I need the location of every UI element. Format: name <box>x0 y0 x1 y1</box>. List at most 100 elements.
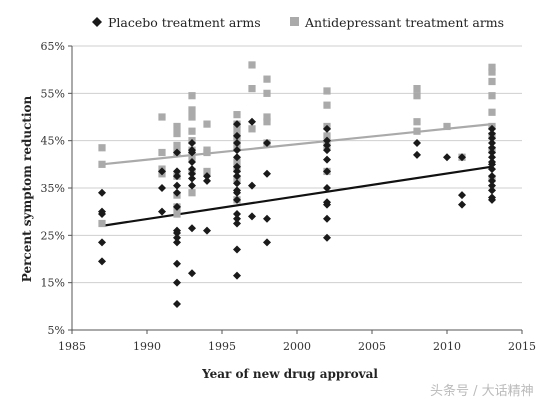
antidepressant-point <box>488 63 496 71</box>
placebo-point <box>188 181 196 190</box>
placebo-point <box>488 143 496 152</box>
antidepressant-point <box>98 144 106 152</box>
placebo-point <box>488 129 496 138</box>
trendlines <box>101 123 493 227</box>
antidepressant-point <box>233 125 241 133</box>
antidepressant-point <box>488 68 496 76</box>
placebo-point <box>188 169 196 178</box>
placebo-point <box>263 238 271 247</box>
placebo-point <box>488 176 496 185</box>
placebo-point <box>188 269 196 278</box>
placebo-point <box>233 210 241 219</box>
placebo-point <box>173 188 181 197</box>
placebo-point <box>188 157 196 166</box>
legend-label-antidepressant: Antidepressant treatment arms <box>304 15 504 30</box>
antidepressant-point <box>173 129 181 138</box>
placebo-point <box>323 136 331 145</box>
antidepressant-point <box>263 118 271 126</box>
antidepressant-point <box>413 92 421 100</box>
antidepressant-point <box>233 111 241 119</box>
placebo-point <box>173 181 181 190</box>
antidepressant-point <box>203 120 211 128</box>
placebo-point <box>158 184 166 192</box>
placebo-point <box>323 146 331 155</box>
legend: Placebo treatment arms Antidepressant tr… <box>92 15 504 30</box>
placebo-point <box>413 139 421 148</box>
antidepressant-point <box>173 141 181 149</box>
placebo-point <box>323 167 331 176</box>
placebo-point <box>233 186 241 195</box>
antidepressant-point <box>413 85 421 93</box>
antidepressant-point <box>188 106 196 114</box>
placebo-point <box>173 148 181 157</box>
placebo-point <box>263 139 271 148</box>
placebo-point <box>233 172 241 181</box>
x-tick-label: 2005 <box>358 340 386 353</box>
antidepressant-point <box>488 92 496 100</box>
placebo-point <box>488 153 496 162</box>
placebo-point <box>203 172 211 181</box>
antidepressant-point <box>323 132 331 140</box>
y-axis-title: Percent symptom reduction <box>20 95 34 282</box>
placebo-point <box>323 124 331 133</box>
placebo-point <box>233 245 241 254</box>
placebo-point <box>458 191 466 200</box>
y-tick-label: 35% <box>41 182 65 195</box>
placebo-point <box>173 167 181 176</box>
placebo-point <box>413 150 421 159</box>
placebo-point <box>173 226 181 235</box>
placebo-point <box>98 207 106 216</box>
antidepressant-point <box>188 127 196 135</box>
placebo-point <box>233 131 241 140</box>
placebo-point <box>233 219 241 228</box>
placebo-point <box>203 176 211 185</box>
placebo-point <box>233 179 241 188</box>
placebo-point <box>488 124 496 133</box>
antidepressant-point <box>248 61 256 69</box>
antidepressant-point <box>98 160 106 168</box>
antidepressant-point <box>173 210 181 218</box>
antidepressant-point <box>263 113 271 121</box>
placebo-point <box>488 165 496 174</box>
antidepressant-point <box>488 77 496 86</box>
placebo-point <box>233 139 241 148</box>
placebo-point <box>203 226 211 235</box>
placebo-point <box>323 184 331 192</box>
placebo-point <box>173 172 181 181</box>
antidepressant-point <box>173 122 181 131</box>
placebo-point <box>488 139 496 148</box>
placebo-point <box>233 162 241 171</box>
placebo-point <box>233 214 241 223</box>
placebo-point <box>173 259 181 268</box>
legend-square-marker <box>290 17 299 26</box>
antidepressant-point <box>263 75 271 83</box>
placebo-point <box>248 212 256 221</box>
antidepressant-point <box>263 89 271 97</box>
placebo-point <box>488 134 496 143</box>
x-tick-label: 1990 <box>133 340 161 353</box>
placebo-point <box>233 153 241 162</box>
placebo-point <box>173 299 181 308</box>
y-tick-label: 25% <box>41 229 65 242</box>
antidepressant-point <box>98 219 106 228</box>
antidepressant-point <box>413 118 421 126</box>
placebo-point <box>488 181 496 190</box>
placebo-point <box>488 186 496 195</box>
antidepressant-point <box>203 167 211 176</box>
placebo-point <box>98 257 106 266</box>
placebo-point <box>98 188 106 197</box>
placebo-point <box>488 193 496 202</box>
watermark: 头条号 / 大话精神 <box>430 383 534 399</box>
placebo-point <box>173 238 181 247</box>
placebo-point <box>188 174 196 183</box>
y-tick-labels: 5% 15% 25% 35% 45% 55% 65% <box>41 40 65 337</box>
placebo-trendline <box>101 165 493 227</box>
placebo-point <box>458 200 466 209</box>
antidepressant-point <box>188 92 196 100</box>
x-tick-label: 2015 <box>508 340 536 353</box>
placebo-point <box>488 157 496 166</box>
y-tick-label: 15% <box>41 277 65 290</box>
antidepressant-point <box>248 85 256 93</box>
